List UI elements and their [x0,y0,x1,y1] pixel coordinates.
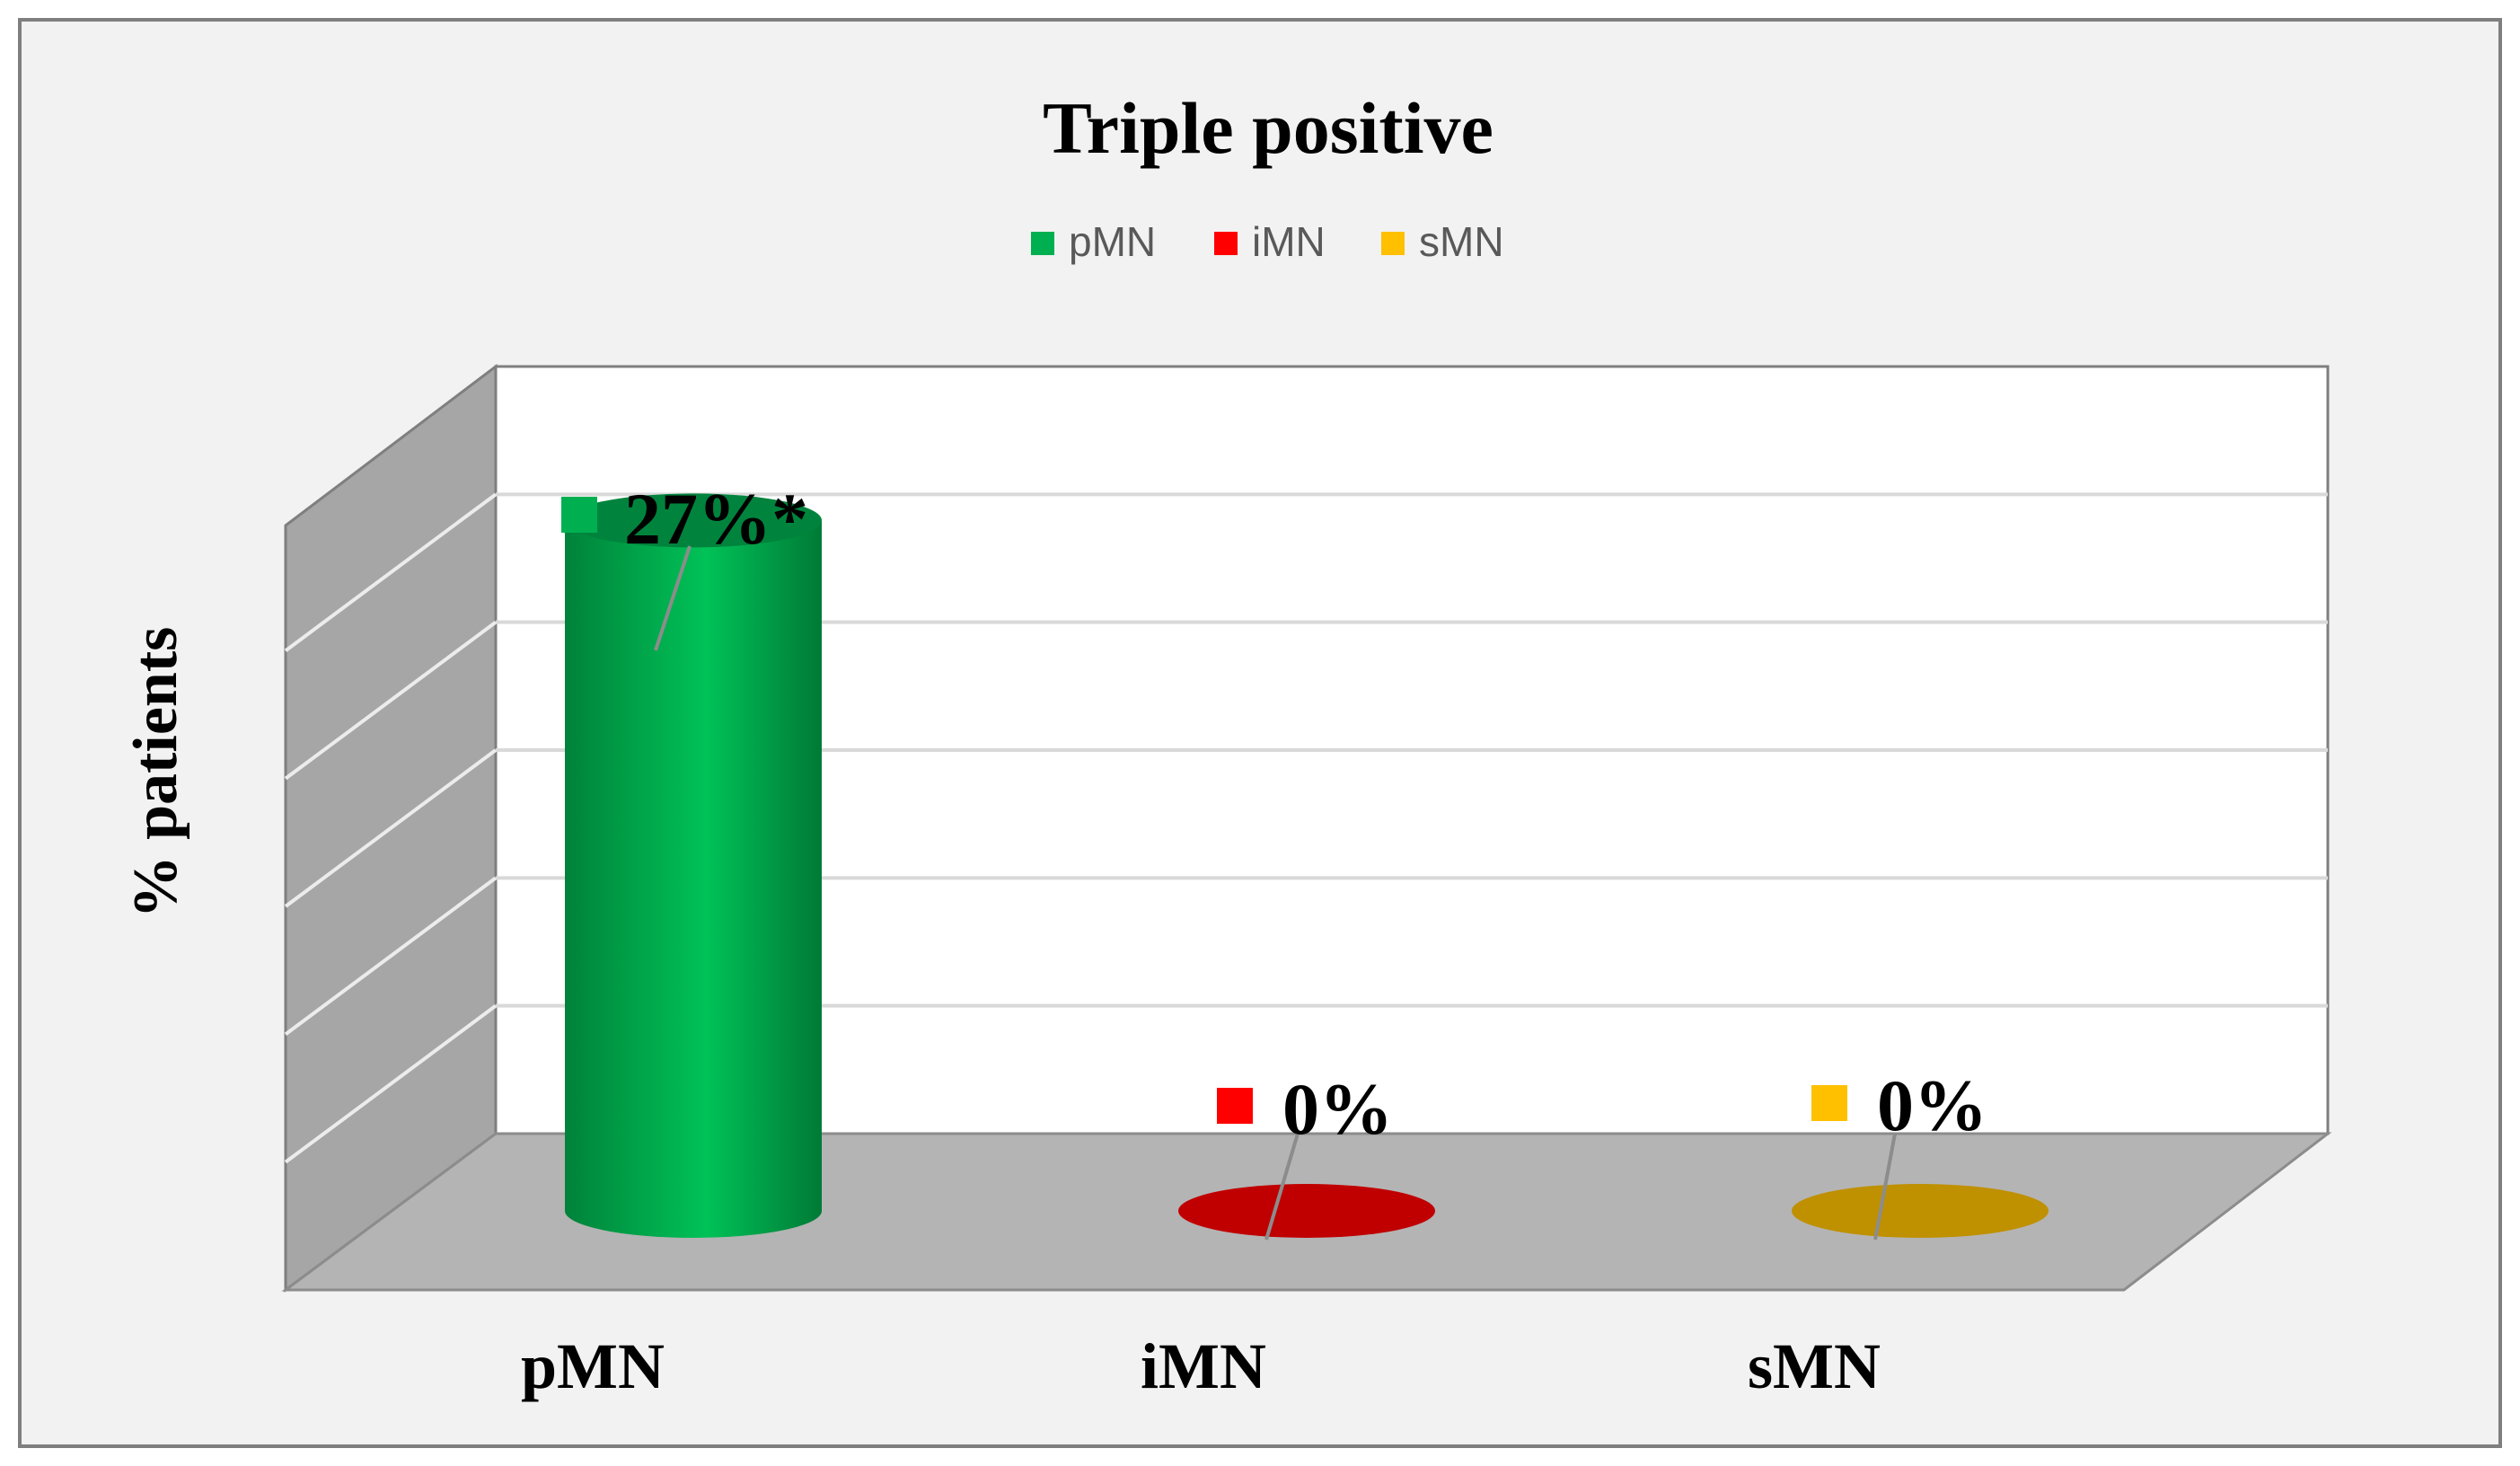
leader-line-smn [1873,1133,1897,1241]
legend-label-smn: sMN [1419,218,1504,265]
data-label-text-smn: 0% [1877,1064,1987,1146]
bar-top-pmn [565,493,822,548]
legend-label-imn: iMN [1252,218,1326,265]
data-label-pmn: 27%* [561,478,808,651]
bars [565,493,2049,1238]
legend-swatch-smn [1381,232,1405,255]
data-label-smn: 0% [1811,1064,1987,1241]
side-gridline [284,492,498,652]
legend-item-smn: sMN [1381,218,1504,265]
y-axis-label: % patients [121,627,190,919]
chart-title: Triple positive [1043,87,1493,169]
data-label-swatch-imn [1217,1088,1253,1124]
legend-swatch-imn [1214,232,1238,255]
side-gridline [284,621,498,781]
bar-top-smn [1792,1184,2049,1238]
data-labels: 27%* 0% 0% [561,478,1987,1241]
leader-line-pmn [654,545,692,651]
data-label-text-pmn: 27%* [624,478,808,560]
category-label-smn: sMN [1748,1330,1881,1402]
legend-label-pmn: pMN [1069,218,1156,265]
data-label-swatch-pmn [561,497,597,533]
legend-swatch-pmn [1031,232,1054,255]
bar-top-imn [1178,1184,1435,1238]
category-label-pmn: pMN [521,1330,665,1402]
legend: pMN iMN sMN [1031,218,1504,265]
data-label-imn: 0% [1217,1068,1393,1241]
leader-line-imn [1264,1133,1300,1241]
side-gridline [284,748,498,908]
data-label-text-imn: 0% [1282,1068,1393,1150]
data-label-swatch-smn [1811,1085,1847,1121]
side-gridline [284,876,498,1036]
side-gridline [284,1004,498,1164]
legend-item-imn: iMN [1214,218,1326,265]
legend-item-pmn: pMN [1031,218,1156,265]
bar-body-pmn [565,520,822,1238]
category-label-imn: iMN [1141,1330,1266,1402]
